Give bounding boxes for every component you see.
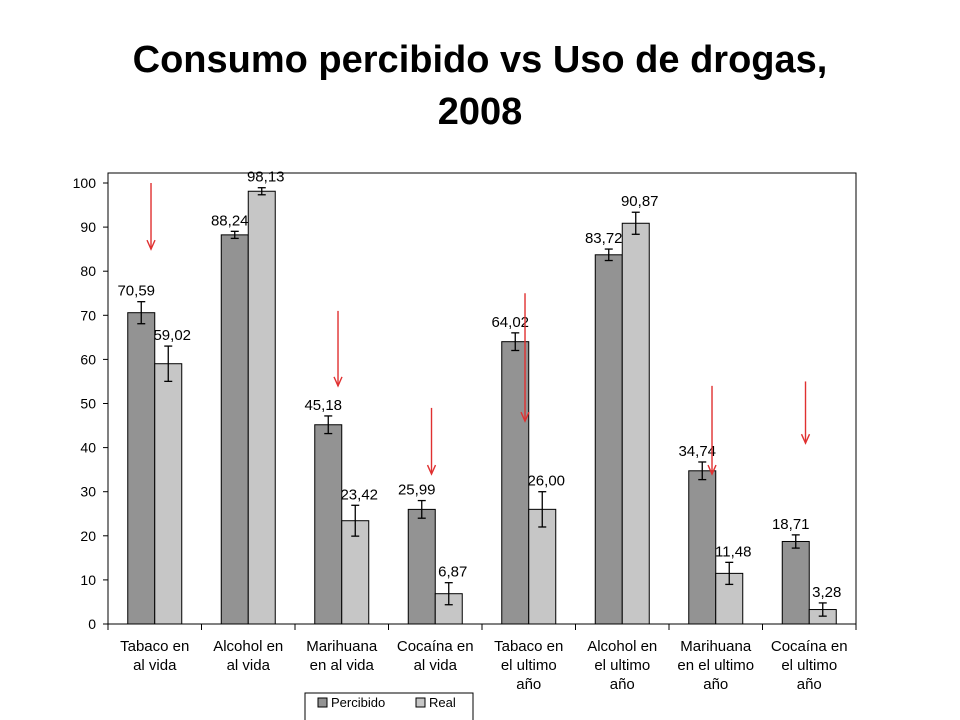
y-tick-label: 20 — [80, 528, 96, 544]
slide-title-line-1: Consumo percibido vs Uso de drogas, — [132, 39, 828, 81]
y-tick-label: 70 — [80, 307, 96, 323]
x-category-label: Marihuana en al vida — [306, 638, 378, 674]
data-label: 83,72 — [585, 230, 623, 247]
legend: Percibido Real — [304, 692, 474, 720]
bar-percibido — [594, 254, 623, 625]
bar-real — [621, 222, 650, 625]
data-label: 70,59 — [117, 283, 155, 300]
x-category-label-line: al vida — [133, 657, 177, 674]
legend-swatch-percibido — [317, 697, 328, 708]
x-category-label-line: Tabaco en — [494, 638, 563, 655]
bar-percibido — [407, 508, 436, 625]
slide-title: Consumo percibido vs Uso de drogas, 2008 — [0, 34, 960, 138]
annotation-arrowhead — [333, 376, 343, 388]
y-tick-label: 100 — [73, 175, 97, 191]
x-category-label: Tabaco en el ultimo año — [494, 638, 563, 693]
data-label: 64,02 — [491, 314, 529, 331]
legend-swatch-real — [415, 697, 426, 708]
data-label: 6,87 — [438, 564, 467, 581]
x-category-label: Tabaco en al vida — [120, 638, 189, 674]
x-category-label-line: año — [703, 676, 728, 693]
bar-percibido — [220, 234, 249, 625]
y-tick-label: 40 — [80, 440, 96, 456]
y-tick-label: 80 — [80, 263, 96, 279]
data-label: 25,99 — [398, 482, 436, 499]
bar-real — [341, 520, 370, 625]
annotation-arrowhead — [146, 239, 156, 251]
annotation-arrowhead — [707, 464, 717, 476]
bar-real — [154, 363, 183, 625]
y-tick-label: 50 — [80, 396, 96, 412]
x-category-label-line: el ultimo — [781, 657, 837, 674]
x-category-label-line: al vida — [414, 657, 458, 674]
data-label: 98,13 — [247, 169, 285, 186]
bar-real — [247, 190, 276, 625]
data-label: 90,87 — [621, 193, 659, 210]
annotation-arrowhead — [520, 411, 530, 423]
x-category-label-line: año — [516, 676, 541, 693]
x-category-label-line: al vida — [227, 657, 271, 674]
data-label: 34,74 — [678, 443, 716, 460]
bar-percibido — [688, 470, 717, 625]
legend-label-percibido: Percibido — [331, 695, 385, 710]
x-category-label-line: Tabaco en — [120, 638, 189, 655]
x-category-label-line: en el ultimo — [677, 657, 754, 674]
y-tick-label: 30 — [80, 484, 96, 500]
legend-box — [304, 692, 474, 720]
data-label: 11,48 — [715, 543, 751, 560]
y-tick-label: 60 — [80, 351, 96, 367]
x-category-label-line: Cocaína en — [771, 638, 848, 655]
x-category-label-line: año — [610, 676, 635, 693]
data-label: 88,24 — [211, 212, 249, 229]
x-category-label-line: el ultimo — [594, 657, 650, 674]
bar-percibido — [781, 540, 810, 625]
x-category-label-line: Cocaína en — [397, 638, 474, 655]
y-tick-label: 0 — [88, 616, 96, 632]
data-label: 26,00 — [527, 473, 565, 490]
data-label: 59,02 — [153, 327, 191, 344]
x-category-label-line: año — [797, 676, 822, 693]
legend-label-real: Real — [429, 695, 456, 710]
bar-percibido — [501, 341, 530, 625]
data-label: 3,28 — [812, 584, 841, 601]
x-category-label: Cocaína en el ultimo año — [771, 638, 848, 693]
x-category-label: Marihuana en el ultimo año — [677, 638, 754, 693]
slide-title-line-2: 2008 — [437, 91, 523, 133]
x-category-label-line: Alcohol en — [587, 638, 657, 655]
x-category-label-line: el ultimo — [501, 657, 557, 674]
x-category-label: Cocaína en al vida — [397, 638, 474, 674]
x-category-label: Alcohol en al vida — [213, 638, 283, 674]
bar-percibido — [127, 312, 156, 625]
x-category-label-line: Marihuana — [680, 638, 752, 655]
annotation-arrowhead — [800, 433, 811, 445]
x-category-label: Alcohol en el ultimo año — [587, 638, 657, 693]
x-category-label-line: Alcohol en — [213, 638, 283, 655]
x-category-label-line: Marihuana — [306, 638, 378, 655]
data-label: 18,71 — [772, 516, 810, 533]
y-tick-label: 10 — [80, 572, 96, 588]
bar-percibido — [314, 424, 343, 625]
data-label: 45,18 — [304, 397, 342, 414]
y-tick-label: 90 — [80, 219, 96, 235]
x-category-label-line: en al vida — [310, 657, 375, 674]
annotation-arrowhead — [426, 464, 437, 476]
data-label: 23,42 — [340, 486, 378, 503]
